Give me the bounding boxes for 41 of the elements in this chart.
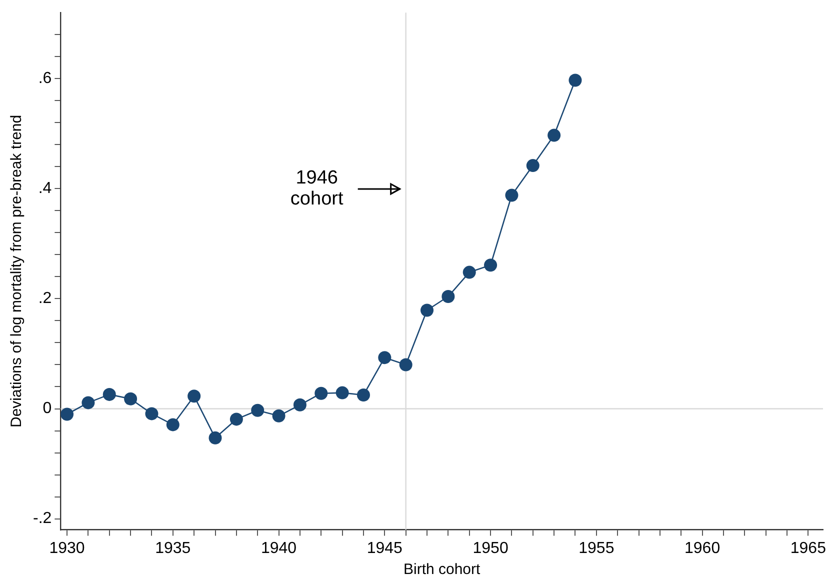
point	[272, 409, 286, 422]
y-tick-label: -.2	[33, 510, 52, 528]
y-axis-title: Deviations of log mortality from pre-break trend	[8, 114, 26, 428]
x-tick-label: 1965	[790, 540, 826, 557]
x-tick-label: 1960	[684, 540, 720, 557]
y-tick-label: 0	[42, 400, 52, 418]
point	[145, 407, 158, 420]
point	[420, 304, 434, 317]
point	[230, 412, 243, 426]
point	[378, 351, 392, 364]
point	[60, 408, 74, 421]
y-tick-label: .2	[38, 290, 52, 308]
point	[208, 431, 222, 444]
point	[462, 266, 476, 279]
point	[399, 358, 412, 372]
x-axis-title: Birth cohort	[403, 561, 482, 578]
point	[505, 188, 518, 202]
point	[82, 396, 95, 410]
point	[568, 74, 582, 87]
x-tick-label: 1950	[472, 540, 508, 557]
point	[166, 418, 180, 432]
point	[314, 386, 328, 400]
x-tick-label: 1930	[49, 540, 85, 557]
x-tick-label: 1940	[260, 540, 297, 557]
point	[548, 128, 561, 142]
point	[484, 258, 498, 272]
point	[526, 159, 540, 172]
x-tick-label: 1945	[366, 540, 403, 557]
y-tick-label: .4	[38, 180, 52, 198]
annotation: 1946 cohort	[290, 168, 344, 210]
point	[293, 398, 306, 412]
point	[251, 404, 264, 417]
point	[356, 388, 370, 402]
y-tick-label: .6	[38, 70, 52, 88]
point	[188, 390, 201, 403]
x-tick-label: 1955	[578, 540, 614, 557]
point	[336, 386, 349, 400]
point	[124, 392, 138, 406]
point	[102, 388, 116, 401]
point	[442, 290, 455, 304]
x-tick-label: 1935	[155, 540, 191, 557]
